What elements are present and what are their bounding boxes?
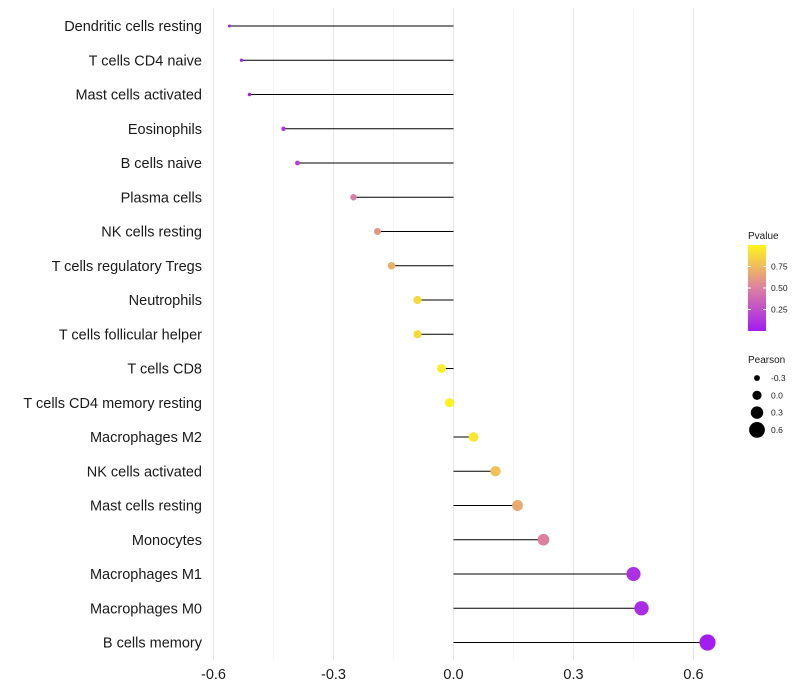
category-label: B cells naive	[121, 156, 202, 172]
category-label: Macrophages M1	[90, 567, 202, 583]
category-label: B cells memory	[103, 636, 203, 652]
lollipop-dot	[699, 634, 716, 651]
lollipop-stems	[229, 25, 708, 643]
category-label: T cells follicular helper	[59, 327, 202, 343]
x-tick-label: 0.3	[563, 667, 583, 683]
lollipop-dot	[490, 466, 501, 477]
lollipop-dot	[537, 533, 550, 546]
category-label: T cells CD4 memory resting	[23, 396, 202, 412]
x-tick-label: -0.3	[321, 667, 346, 683]
pearson-legend-label: 0.0	[771, 390, 783, 400]
category-label: Macrophages M2	[90, 430, 202, 446]
pvalue-legend: Pvalue 0.25 0.50 0.75	[748, 231, 788, 331]
lollipop-dot	[512, 500, 523, 511]
category-label: T cells CD4 naive	[89, 53, 202, 69]
pearson-legend-dot	[752, 390, 762, 400]
lollipop-dot	[387, 262, 396, 270]
pvalue-legend-label: 0.75	[771, 262, 788, 272]
x-gridlines	[213, 8, 694, 660]
lollipop-dot	[468, 432, 479, 442]
pearson-legend: Pearson -0.3 0.0 0.3 0.6	[748, 355, 786, 438]
lollipop-dot	[626, 566, 641, 582]
lollipop-dots	[228, 24, 716, 651]
category-label: Eosinophils	[128, 122, 202, 138]
category-label: Neutrophils	[129, 293, 202, 309]
lollipop-dot	[444, 398, 455, 408]
category-label: Mast cells resting	[90, 499, 202, 515]
category-label: NK cells resting	[101, 225, 202, 241]
category-label: Dendritic cells resting	[64, 19, 202, 35]
category-label: T cells CD8	[127, 362, 202, 378]
pearson-legend-dot	[749, 422, 765, 438]
x-axis: -0.6 -0.3 0.0 0.3 0.6	[201, 667, 704, 683]
pearson-legend-label: -0.3	[771, 373, 786, 383]
category-label: Mast cells activated	[75, 88, 202, 104]
x-tick-label: 0.0	[443, 667, 463, 683]
y-axis: Dendritic cells resting T cells CD4 naive…	[23, 19, 202, 652]
lollipop-dot	[350, 194, 357, 201]
pearson-legend-label: 0.6	[771, 425, 783, 435]
lollipop-dot	[295, 160, 300, 166]
x-tick-label: 0.6	[683, 667, 703, 683]
lollipop-dot	[634, 601, 649, 616]
pvalue-legend-label: 0.50	[771, 283, 788, 293]
lollipop-dot	[281, 126, 286, 131]
category-label: NK cells activated	[87, 464, 202, 480]
pearson-legend-title: Pearson	[748, 355, 785, 366]
lollipop-dot	[413, 295, 422, 305]
lollipop-dot	[413, 330, 422, 339]
pvalue-colorbar	[748, 245, 766, 331]
pearson-legend-dot	[750, 406, 764, 419]
lollipop-dot	[373, 227, 382, 236]
lollipop-dot	[239, 58, 244, 62]
lollipop-dot	[228, 24, 231, 28]
lollipop-dot	[437, 364, 446, 373]
pvalue-legend-title: Pvalue	[748, 231, 779, 242]
category-label: Plasma cells	[121, 190, 202, 206]
x-tick-label: -0.6	[201, 667, 226, 683]
pearson-legend-dot	[754, 375, 760, 381]
category-label: T cells regulatory Tregs	[52, 259, 202, 275]
pvalue-legend-label: 0.25	[771, 305, 788, 315]
category-label: Monocytes	[132, 533, 202, 549]
pearson-legend-label: 0.3	[771, 408, 783, 418]
category-label: Macrophages M0	[90, 601, 202, 617]
lollipop-dot	[247, 92, 252, 97]
